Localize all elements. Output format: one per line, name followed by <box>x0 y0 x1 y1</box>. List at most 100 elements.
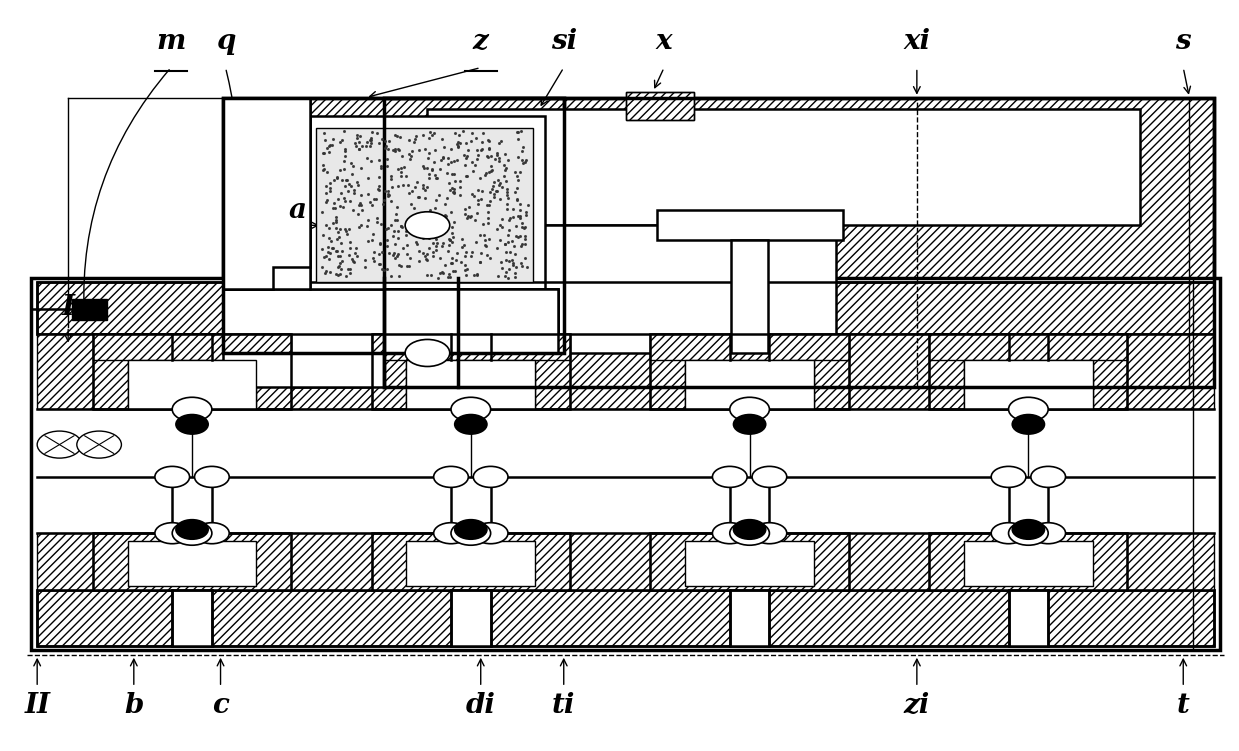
Point <box>348 208 368 220</box>
Bar <box>650 334 685 409</box>
Point <box>421 269 441 281</box>
Point <box>348 222 368 234</box>
Point <box>379 189 399 201</box>
Point <box>388 232 408 244</box>
Bar <box>93 334 291 409</box>
Point <box>317 194 337 206</box>
Polygon shape <box>223 289 558 387</box>
Point <box>442 236 462 248</box>
Point <box>389 225 409 237</box>
Point <box>343 204 363 216</box>
Point <box>403 145 422 157</box>
Point <box>501 246 520 258</box>
Point <box>384 249 404 261</box>
Point <box>481 161 501 173</box>
Point <box>478 217 498 229</box>
Point <box>378 185 398 198</box>
Point <box>337 228 357 240</box>
Point <box>512 240 532 252</box>
Point <box>492 181 512 193</box>
Point <box>356 254 375 266</box>
Point <box>508 133 528 145</box>
Point <box>492 135 512 147</box>
Point <box>315 147 335 159</box>
Point <box>472 143 492 155</box>
Point <box>496 164 515 176</box>
Point <box>478 143 498 155</box>
Point <box>347 176 367 189</box>
Point <box>338 263 358 275</box>
Point <box>316 265 336 277</box>
Point <box>441 156 461 168</box>
Point <box>344 256 364 268</box>
Point <box>326 214 346 226</box>
Point <box>425 144 445 156</box>
Circle shape <box>991 466 1026 487</box>
Point <box>442 231 462 243</box>
Point <box>384 252 404 264</box>
Point <box>338 185 358 197</box>
Point <box>434 141 453 153</box>
Point <box>425 127 445 139</box>
Bar <box>535 334 570 409</box>
Bar <box>650 334 849 409</box>
Point <box>361 134 380 146</box>
Point <box>387 250 406 262</box>
Point <box>392 166 411 178</box>
Point <box>517 210 536 222</box>
Point <box>424 237 444 249</box>
Point <box>471 229 491 241</box>
Point <box>383 143 403 155</box>
Point <box>326 245 346 257</box>
Point <box>484 176 504 188</box>
Point <box>399 134 419 146</box>
Point <box>504 267 524 279</box>
Point <box>503 203 523 215</box>
Circle shape <box>37 431 82 458</box>
Point <box>377 263 396 275</box>
Point <box>395 229 415 241</box>
Point <box>341 267 361 279</box>
Point <box>462 127 482 139</box>
Point <box>488 174 508 186</box>
Point <box>436 210 456 222</box>
Point <box>455 249 475 261</box>
Point <box>487 242 507 254</box>
Point <box>374 264 394 276</box>
Circle shape <box>712 466 747 487</box>
Point <box>491 219 510 231</box>
Point <box>486 153 506 165</box>
Text: I: I <box>62 294 74 321</box>
Point <box>396 170 416 182</box>
Point <box>478 134 498 146</box>
Point <box>357 137 377 149</box>
Point <box>444 186 463 198</box>
Point <box>323 242 343 254</box>
Point <box>450 181 470 193</box>
Point <box>437 216 457 228</box>
Point <box>482 164 502 176</box>
Point <box>513 157 533 169</box>
Bar <box>427 109 1140 225</box>
Point <box>316 250 336 262</box>
Bar <box>93 334 291 360</box>
Point <box>384 246 404 258</box>
Point <box>498 228 518 240</box>
Point <box>370 258 390 270</box>
Point <box>447 154 467 166</box>
Circle shape <box>473 466 508 487</box>
Point <box>405 181 425 193</box>
Point <box>497 186 517 198</box>
Point <box>439 158 458 170</box>
Polygon shape <box>223 98 310 289</box>
Point <box>455 149 475 161</box>
Point <box>383 230 403 242</box>
Bar <box>814 334 849 409</box>
Text: s: s <box>1176 28 1191 55</box>
Point <box>476 240 496 252</box>
Bar <box>685 360 814 409</box>
Point <box>377 234 396 246</box>
Point <box>471 256 491 268</box>
Point <box>361 140 380 152</box>
Point <box>515 231 535 243</box>
